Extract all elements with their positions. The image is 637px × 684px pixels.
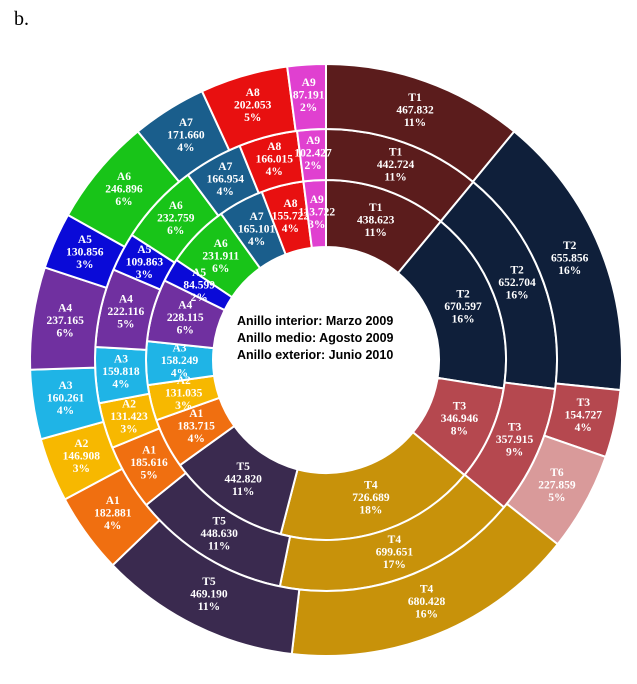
- segment-label-a6-ring-2: A6 246.896 6%: [105, 171, 143, 208]
- ring-legend-inner: Anillo interior: Marzo 2009: [237, 314, 394, 328]
- segment-label-t3-ring-0: T3 346.946 8%: [441, 401, 479, 438]
- segment-label-a7-ring-2: A7 171.660 4%: [167, 117, 205, 154]
- segment-label-a6-ring-1: A6 232.759 6%: [157, 200, 195, 237]
- segment-label-a1-ring-1: A1 185.616 5%: [130, 445, 168, 482]
- segment-label-a4-ring-0: A4 228.115 6%: [167, 299, 204, 336]
- segment-label-a5-ring-0: A5 84.599 2%: [183, 267, 215, 304]
- segment-label-t2-ring-2: T2 655.856 16%: [551, 240, 589, 277]
- segment-label-a2-ring-2: A2 146.908 3%: [63, 438, 101, 475]
- segment-label-t2-ring-1: T2 652.704 16%: [498, 264, 536, 301]
- segment-label-a9-ring-2: A9 87.191 2%: [293, 77, 325, 114]
- segment-label-t3-ring-1: T3 357.915 9%: [496, 422, 534, 459]
- segment-label-a6-ring-0: A6 231.911 6%: [202, 238, 239, 275]
- segment-label-a7-ring-1: A7 166.954 4%: [207, 161, 245, 198]
- segment-label-a2-ring-0: A2 131.035 3%: [165, 375, 203, 412]
- segment-label-t4-ring-1: T4 699.651 17%: [376, 534, 414, 571]
- segment-label-t1-ring-1: T1 442.724 11%: [377, 147, 415, 184]
- segment-label-a3-ring-2: A3 160.261 4%: [47, 380, 85, 417]
- segment-label-a3-ring-1: A3 159.818 4%: [102, 354, 140, 391]
- segment-label-a2-ring-1: A2 131.423 3%: [110, 399, 148, 436]
- segment-label-a1-ring-2: A1 182.881 4%: [94, 495, 132, 532]
- ring-2: [29, 62, 623, 657]
- segment-label-a5-ring-1: A5 109.863 3%: [126, 244, 164, 281]
- ring-legend: Anillo interior: Marzo 2009 Anillo medio…: [237, 313, 427, 364]
- segment-label-a3-ring-0: A3 158.249 4%: [161, 343, 199, 380]
- segment-label-a4-ring-2: A4 237.165 6%: [46, 303, 84, 340]
- segment-label-a9-ring-1: A9 102.427 2%: [294, 135, 332, 172]
- segment-label-t2-ring-0: T2 670.597 16%: [444, 288, 482, 325]
- segment-label-a4-ring-1: A4 222.116 5%: [108, 293, 145, 330]
- segment-label-t5-ring-2: T5 469.190 11%: [190, 576, 228, 613]
- segment-label-t1-ring-0: T1 438.623 11%: [357, 202, 395, 239]
- segment-label-a8-ring-0: A8 155.722 4%: [272, 198, 310, 235]
- segment-label-a7-ring-0: A7 165.101 4%: [238, 211, 276, 248]
- panel-label: b.: [14, 8, 29, 30]
- segment-label-a9-ring-0: A9 113.722 3%: [298, 194, 335, 231]
- segment-label-a5-ring-2: A5 130.856 3%: [66, 234, 104, 271]
- ring-legend-middle: Anillo medio: Agosto 2009: [237, 331, 394, 345]
- segment-label-t5-ring-1: T5 448.630 11%: [200, 516, 238, 553]
- segment-a9-ring-2: [286, 62, 327, 133]
- segment-label-a8-ring-1: A8 166.015 4%: [256, 141, 294, 178]
- segment-label-t3-ring-2: T3 154.727 4%: [565, 397, 603, 434]
- segment-label-t4-ring-2: T4 680.428 16%: [408, 584, 446, 621]
- segment-label-t6-ring-2: T6 227.859 5%: [538, 467, 576, 504]
- ring-legend-outer: Anillo exterior: Junio 2010: [237, 348, 394, 362]
- segment-label-a1-ring-0: A1 183.715 4%: [178, 408, 216, 445]
- segment-label-t1-ring-2: T1 467.832 11%: [396, 92, 434, 129]
- segment-label-t4-ring-0: T4 726.689 18%: [352, 479, 390, 516]
- segment-label-t5-ring-0: T5 442.820 11%: [225, 461, 263, 498]
- segment-label-a8-ring-2: A8 202.053 5%: [234, 87, 272, 124]
